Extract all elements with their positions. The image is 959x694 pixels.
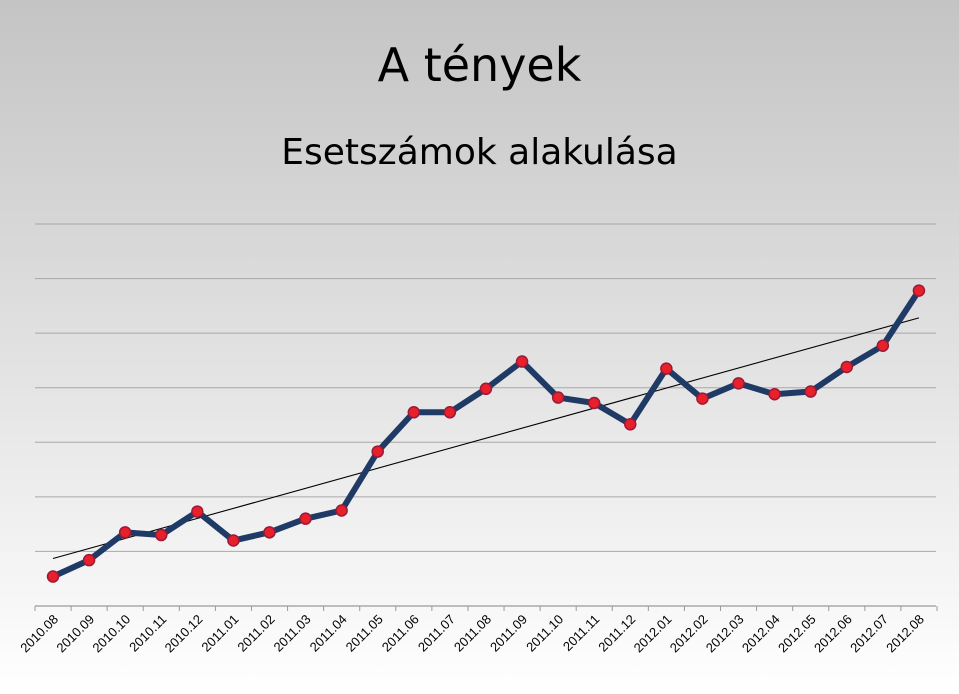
data-point-2010.10 [118,526,132,539]
data-point-2012.08 [912,284,926,297]
x-tick-label: 2011.07 [415,612,458,655]
x-tick-label: 2011.01 [198,612,241,655]
data-point-2011.09 [515,355,529,368]
data-point-2011.10 [551,391,565,404]
chart-subtitle: Esetszámok alakulása [281,132,678,173]
data-point-2011.07 [443,406,457,419]
data-point-2011.12 [624,418,637,431]
x-tick-label: 2011.09 [487,612,530,655]
data-point-2011.05 [371,445,384,458]
x-tick-label: 2011.03 [271,612,314,655]
grid-lines [34,223,938,611]
x-tick-label: 2012.08 [883,612,927,656]
data-point-2011.06 [407,406,421,419]
x-tick-label: 2012.02 [667,612,711,656]
chart-title: A tények [377,38,582,92]
x-tick-label: 2011.11 [560,612,602,654]
x-tick-labels: 2010.082010.092010.102010.112010.122011.… [17,612,927,656]
data-point-2011.04 [335,504,348,517]
x-tick-label: 2011.06 [379,612,422,655]
data-point-2011.11 [587,396,601,410]
x-tick-label: 2011.08 [451,612,494,655]
x-tick-label: 2012.06 [811,612,855,656]
x-tick-label: 2012.05 [775,612,819,656]
x-tick-label: 2011.02 [234,612,277,655]
x-tick-label: 2010.10 [89,612,133,656]
data-point-2012.05 [804,385,817,398]
x-tick-label: 2012.03 [703,612,747,656]
data-points [46,284,926,583]
data-point-2011.02 [263,526,276,539]
x-tick-label: 2010.09 [53,612,97,656]
trendline [52,317,920,560]
x-tick-label: 2011.05 [343,612,386,655]
data-point-2010.11 [154,528,168,542]
data-point-2012.02 [696,392,709,405]
x-tick-label: 2011.10 [523,612,566,655]
data-point-2012.07 [876,339,890,352]
trendline-layer [52,317,920,560]
data-point-2012.04 [768,388,781,401]
data-point-2010.08 [46,570,60,583]
data-point-2012.03 [732,377,745,390]
data-point-2010.09 [82,553,96,567]
data-point-2011.08 [479,382,493,396]
x-tick-label: 2010.11 [126,612,169,655]
data-point-2012.06 [840,360,854,374]
data-point-2011.03 [299,512,312,525]
x-tick-label: 2011.04 [307,612,350,655]
data-point-2010.12 [191,505,204,518]
data-point-2012.01 [660,362,673,375]
data-point-2011.01 [227,534,240,547]
x-tick-label: 2011.12 [595,612,638,655]
x-tick-label: 2010.08 [17,612,61,656]
x-tick-label: 2012.01 [631,612,675,656]
x-tick-label: 2012.04 [739,612,783,656]
x-tick-label: 2010.12 [162,612,206,656]
x-tick-label: 2012.07 [847,612,891,656]
